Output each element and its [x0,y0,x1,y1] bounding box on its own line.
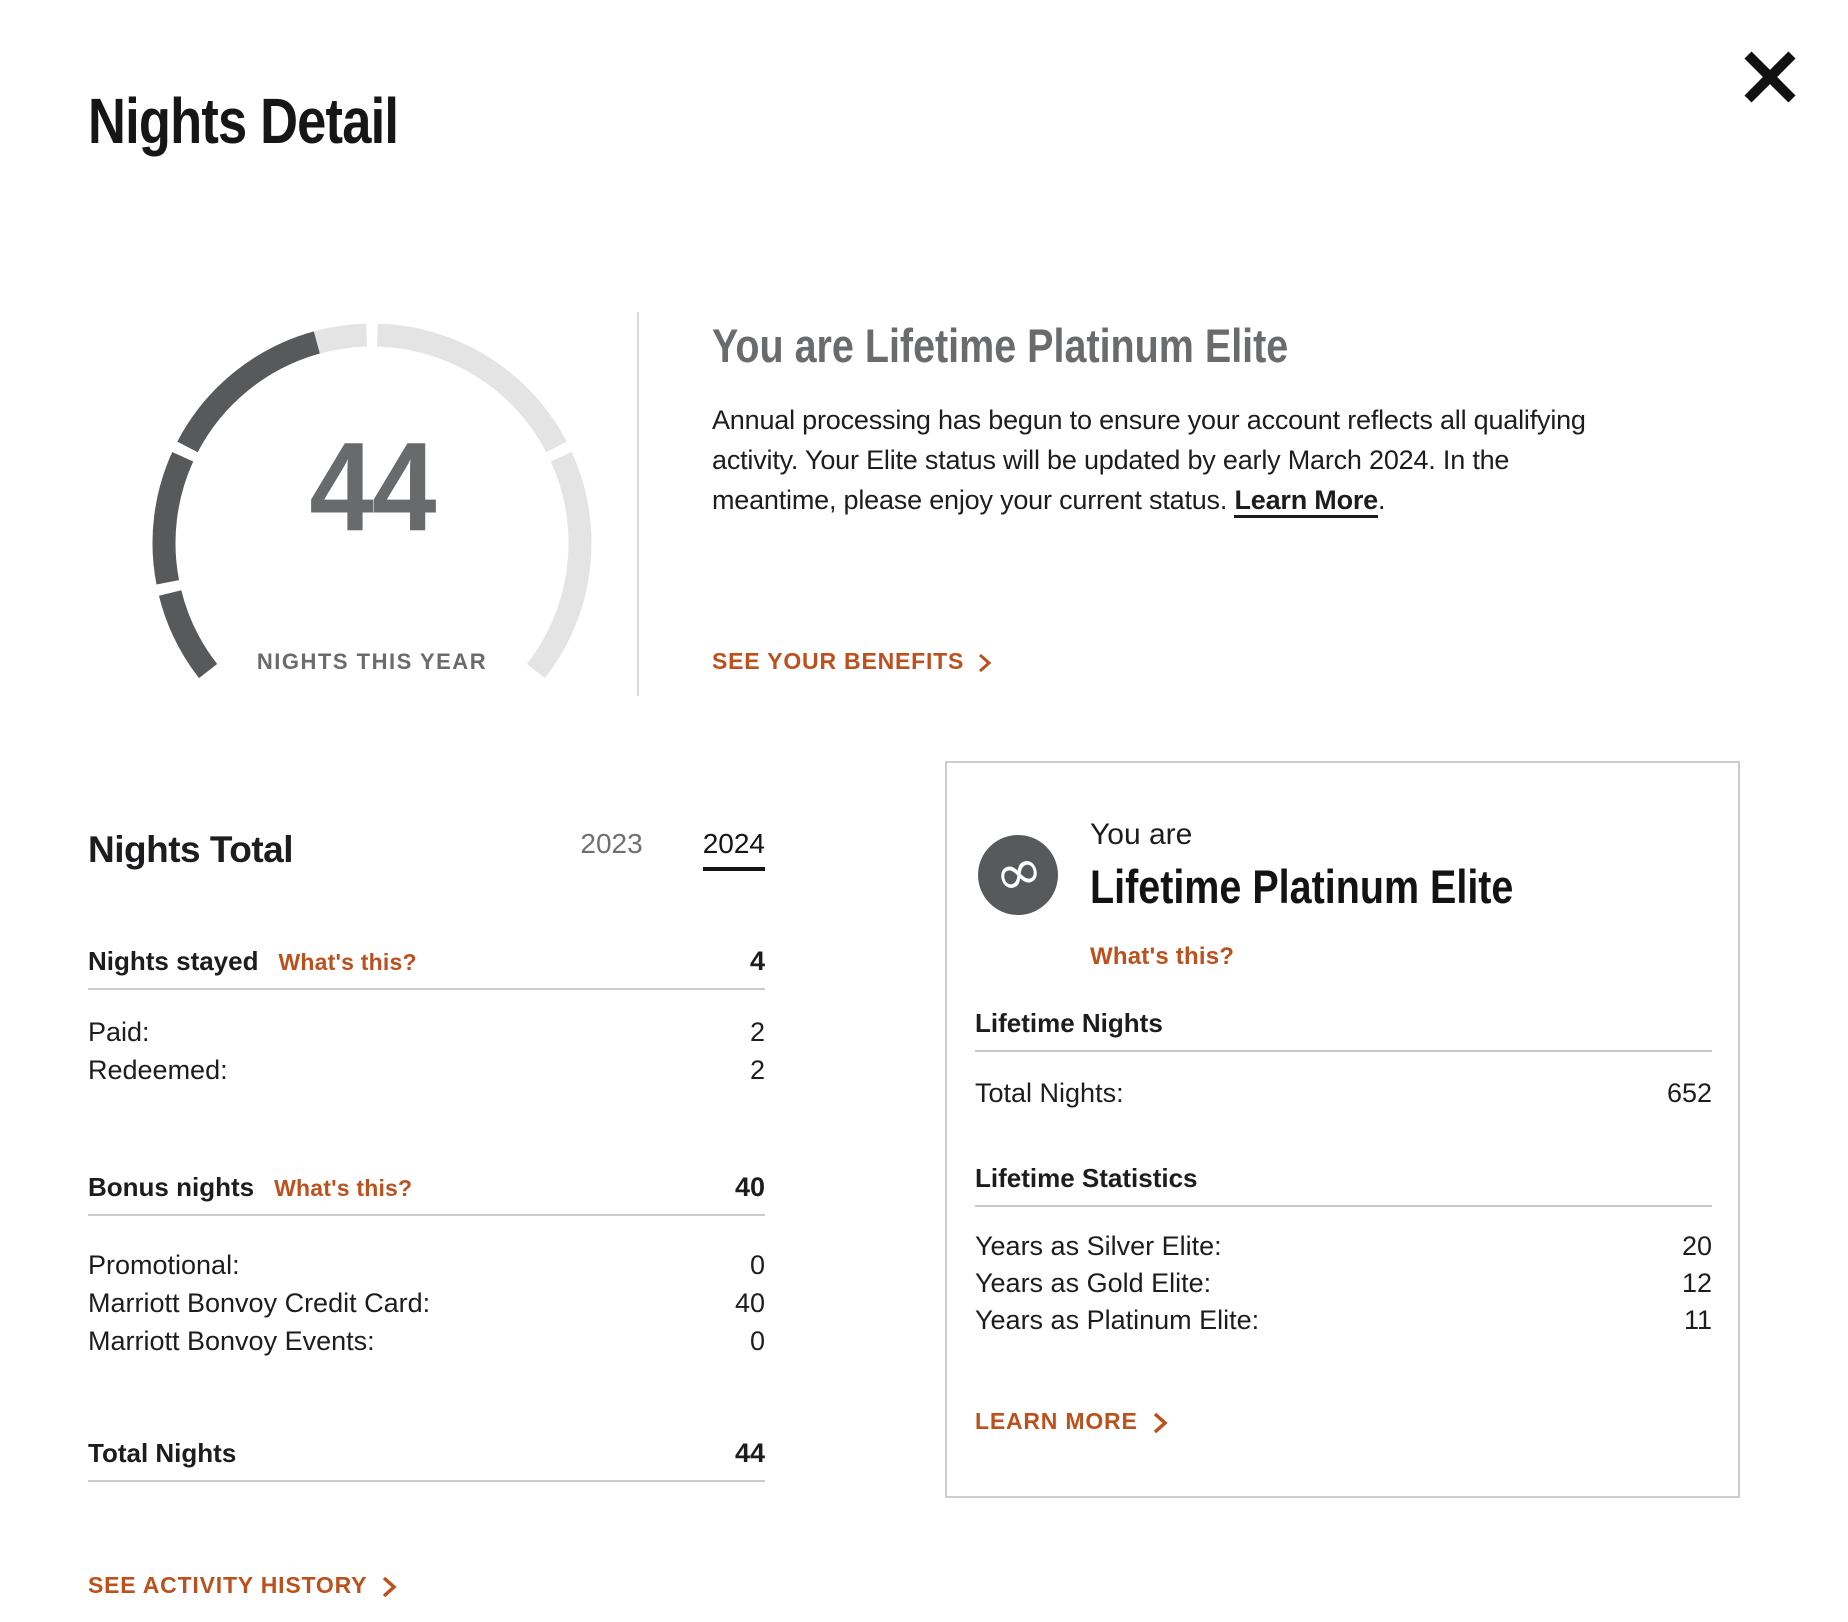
nights-stayed-value: 4 [749,946,765,976]
lifetime-status-card: ∞ You are Lifetime Platinum Elite What's… [945,761,1740,1498]
table-row: Years as Gold Elite: 12 [975,1268,1712,1299]
total-nights-row: Total Nights 44 [88,1438,765,1469]
table-row: Paid: 2 [88,1017,765,1048]
years-gold-label: Years as Gold Elite: [975,1268,1212,1298]
gauge-label: NIGHTS THIS YEAR [256,649,488,674]
chevron-right-icon [979,653,992,673]
lifetime-badge: ∞ [978,832,1058,915]
lifetime-nights-heading: Lifetime Nights [975,1008,1163,1038]
divider [88,988,765,990]
status-heading: You are Lifetime Platinum Elite [712,319,1289,372]
learn-more-link[interactable]: Learn More [1234,485,1378,518]
table-row: Total Nights: 652 [975,1078,1712,1109]
credit-card-label: Marriott Bonvoy Credit Card: [88,1288,431,1318]
events-value: 0 [749,1326,765,1356]
close-button[interactable] [1741,48,1799,106]
card-title: Lifetime Platinum Elite [1090,860,1514,913]
years-silver-value: 20 [1681,1231,1712,1261]
divider [975,1205,1712,1207]
vertical-divider [637,312,639,696]
period: . [1378,485,1386,515]
close-icon [1744,51,1796,103]
years-silver-label: Years as Silver Elite: [975,1231,1222,1261]
whats-this-link[interactable]: What's this? [278,949,417,975]
chevron-right-icon [1153,1412,1168,1434]
table-row: Years as Silver Elite: 20 [975,1231,1712,1262]
table-row: Redeemed: 2 [88,1055,765,1086]
nights-gauge: 44 NIGHTS THIS YEAR [152,323,592,763]
promotional-value: 0 [749,1250,765,1280]
years-platinum-label: Years as Platinum Elite: [975,1305,1260,1335]
learn-more-card-label: LEARN MORE [975,1408,1138,1434]
credit-card-value: 40 [734,1288,765,1318]
divider [88,1480,765,1482]
divider [88,1214,765,1216]
card-intro: You are [1090,818,1193,851]
nights-total-heading: Nights Total [88,829,294,870]
whats-this-link[interactable]: What's this? [1090,943,1235,970]
tab-2023[interactable]: 2023 [580,828,643,859]
events-label: Marriott Bonvoy Events: [88,1326,375,1356]
see-your-benefits-label: SEE YOUR BENEFITS [712,648,965,674]
nights-stayed-row: Nights stayed What's this? 4 [88,946,765,977]
divider [975,1050,1712,1052]
whats-this-link[interactable]: What's this? [274,1175,413,1201]
redeemed-value: 2 [749,1055,765,1085]
bonus-nights-value: 40 [734,1172,765,1202]
years-gold-value: 12 [1681,1268,1712,1298]
nights-total-section: Nights Total 2023 2024 Nights stayed Wha… [88,828,765,1622]
see-your-benefits-link[interactable]: SEE YOUR BENEFITS [712,648,992,675]
year-tabs: 2023 2024 [580,828,765,871]
total-nights-label: Total Nights [88,1438,237,1468]
paid-value: 2 [749,1017,765,1047]
lifetime-total-nights-value: 652 [1666,1078,1712,1108]
gauge-value: 44 [309,416,436,557]
infinity-icon: ∞ [984,832,1052,912]
chevron-right-icon [383,1576,397,1598]
page-title: Nights Detail [88,85,399,157]
redeemed-label: Redeemed: [88,1055,228,1085]
years-platinum-value: 11 [1683,1305,1712,1335]
promotional-label: Promotional: [88,1250,240,1280]
table-row: Marriott Bonvoy Events: 0 [88,1326,765,1357]
bonus-nights-row: Bonus nights What's this? 40 [88,1172,765,1203]
table-row: Years as Platinum Elite: 11 [975,1305,1712,1336]
total-nights-value: 44 [734,1438,765,1468]
see-activity-history-label: SEE ACTIVITY HISTORY [88,1572,368,1598]
table-row: Marriott Bonvoy Credit Card: 40 [88,1288,765,1319]
lifetime-total-nights-label: Total Nights: [975,1078,1124,1108]
nights-gauge-svg [152,323,592,679]
nights-stayed-label: Nights stayed [88,946,259,976]
status-body: Annual processing has begun to ensure yo… [712,400,1612,520]
see-activity-history-link[interactable]: SEE ACTIVITY HISTORY [88,1572,397,1599]
tab-2024[interactable]: 2024 [702,828,765,871]
learn-more-card-link[interactable]: LEARN MORE [975,1408,1168,1435]
lifetime-statistics-heading: Lifetime Statistics [975,1163,1198,1193]
table-row: Promotional: 0 [88,1250,765,1281]
bonus-nights-label: Bonus nights [88,1172,255,1202]
paid-label: Paid: [88,1017,150,1047]
status-body-text: Annual processing has begun to ensure yo… [712,405,1586,515]
